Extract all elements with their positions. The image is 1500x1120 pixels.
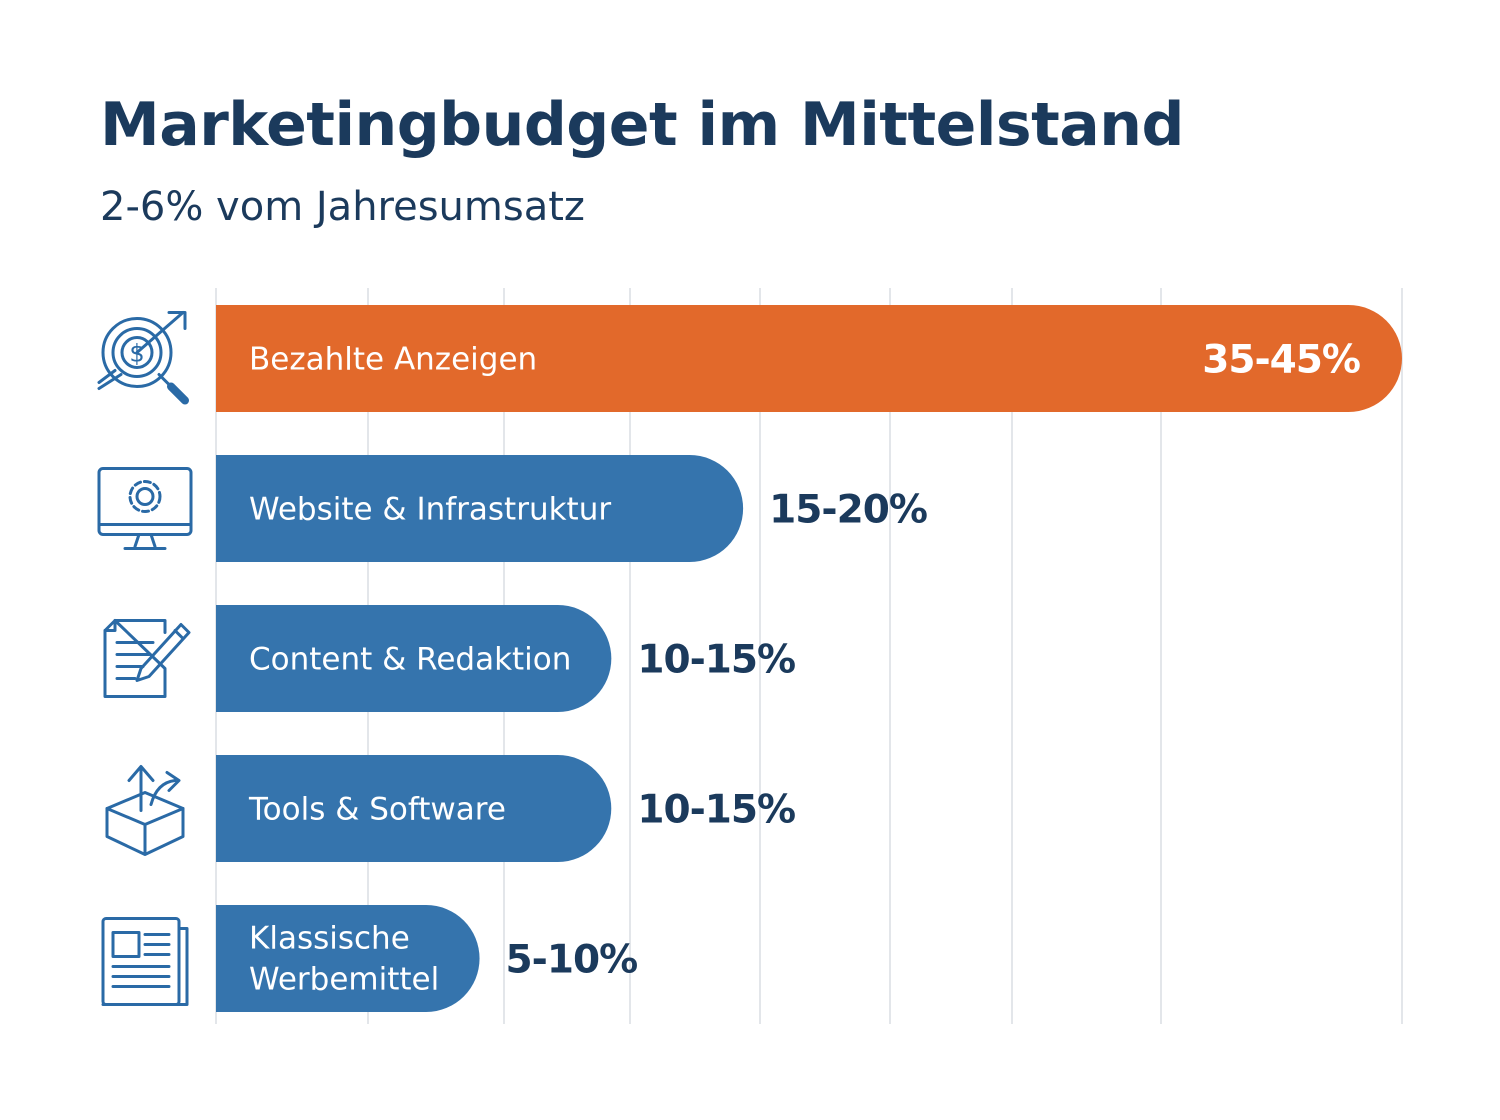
- bar-label: Bezahlte Anzeigen: [249, 342, 537, 378]
- box-arrows-icon: [105, 765, 185, 856]
- bar-label: Content & Redaktion: [249, 642, 571, 678]
- newspaper-icon: [101, 917, 189, 1006]
- chart-subtitle: 2-6% vom Jahresumsatz: [100, 184, 585, 230]
- bar: [216, 905, 480, 1012]
- bar-row: Bezahlte Anzeigen 35-45%: [216, 305, 1402, 412]
- bar-row: Klassische Werbemittel 5-10%: [216, 905, 638, 1012]
- document-pen-icon: [103, 619, 191, 698]
- value-label: 5-10%: [506, 938, 638, 983]
- value-label: 10-15%: [637, 638, 795, 683]
- bar-row: Website & Infrastruktur 15-20%: [216, 455, 928, 562]
- chart-title: Marketingbudget im Mittelstand: [100, 90, 1184, 160]
- monitor-gear-icon: [97, 467, 193, 550]
- bar: [216, 755, 612, 862]
- value-label: 35-45%: [1202, 338, 1360, 383]
- bar-label: Klassische Werbemittel: [249, 921, 439, 998]
- value-label: 10-15%: [637, 788, 795, 833]
- bar-row: Tools & Software 10-15%: [216, 755, 796, 862]
- target-dollar-icon: $: [97, 311, 189, 405]
- bar-label: Website & Infrastruktur: [249, 492, 611, 528]
- bar: [216, 605, 612, 712]
- bar-label: Tools & Software: [248, 792, 506, 828]
- value-label: 15-20%: [769, 488, 927, 533]
- bar: [216, 455, 744, 562]
- bar-row: Content & Redaktion 10-15%: [216, 605, 796, 712]
- bar: [216, 305, 1402, 412]
